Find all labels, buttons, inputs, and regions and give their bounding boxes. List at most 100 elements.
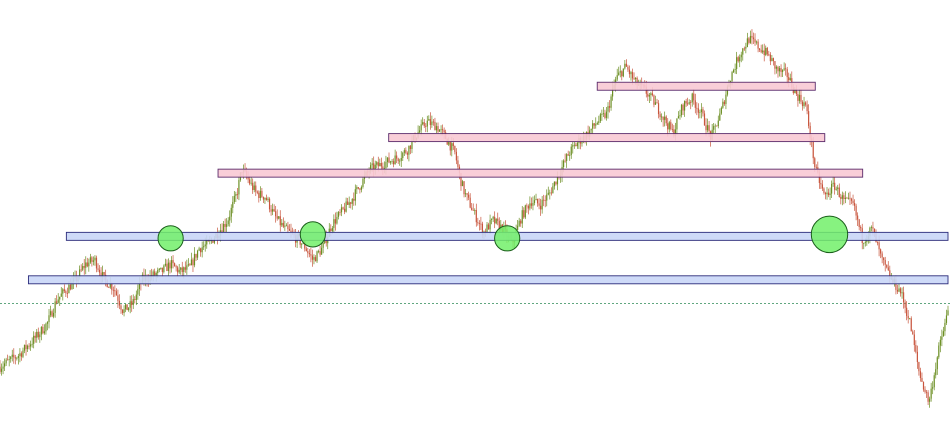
candle-body <box>590 128 592 131</box>
candle-body <box>137 289 139 295</box>
candle-body <box>114 289 116 292</box>
candle-body <box>596 122 598 125</box>
candle-body <box>526 205 528 207</box>
candle-body <box>697 108 699 113</box>
candle-body <box>780 68 782 73</box>
candle-body <box>731 72 733 81</box>
candle-body <box>829 193 831 195</box>
candle-body <box>181 267 183 272</box>
candle-body <box>353 198 355 201</box>
candle-body <box>354 189 356 201</box>
candle-body <box>670 122 672 130</box>
candle-body <box>190 259 193 266</box>
candle-body <box>610 96 612 108</box>
candle-body <box>924 389 926 392</box>
candle-body <box>781 69 784 73</box>
candle-body <box>287 225 289 229</box>
candle-body <box>411 140 413 150</box>
candle-body <box>621 71 623 77</box>
candle-body <box>766 47 768 55</box>
candle-body <box>189 264 191 266</box>
candle-body <box>314 257 317 262</box>
candle-body <box>553 181 556 187</box>
candle-body <box>687 103 689 105</box>
candle-body <box>313 257 315 260</box>
candle-body <box>336 216 338 224</box>
candle-body <box>187 264 189 266</box>
candle-body <box>944 322 946 332</box>
candle-body <box>688 102 690 104</box>
candle-body <box>466 193 468 195</box>
candle-body <box>115 291 117 296</box>
candle-body <box>157 270 159 274</box>
candle-body <box>857 215 859 220</box>
candle-body <box>536 198 539 204</box>
candles-layer <box>0 29 949 408</box>
candle-body <box>399 160 401 162</box>
candle-body <box>624 63 626 69</box>
candle-body <box>457 160 459 167</box>
candle-body <box>428 119 430 121</box>
candle-body <box>134 299 136 300</box>
candle-body <box>524 205 526 218</box>
candle-body <box>451 143 453 151</box>
candle-body <box>278 216 280 219</box>
candle-body <box>37 331 39 338</box>
candle-body <box>765 47 767 55</box>
candle-body <box>200 248 202 253</box>
candle-body <box>288 228 291 231</box>
candle-body <box>618 72 620 76</box>
candle-body <box>860 227 862 229</box>
candle-body <box>59 296 61 300</box>
candle-body <box>261 190 263 197</box>
candle-body <box>599 114 601 122</box>
candle-body <box>39 334 41 338</box>
candle-body <box>572 145 574 147</box>
candle-body <box>604 113 606 118</box>
candle-body <box>544 200 546 202</box>
candle-body <box>419 130 421 133</box>
candle-body <box>706 125 709 131</box>
candle-body <box>374 164 376 171</box>
candle-body <box>608 106 611 108</box>
candle-body <box>616 75 618 80</box>
candle-body <box>530 203 533 206</box>
candle-body <box>549 192 551 194</box>
candle-body <box>392 161 395 165</box>
candle-body <box>834 182 836 190</box>
candle-body <box>304 241 306 249</box>
candle-body <box>785 68 787 70</box>
candle-body <box>769 54 771 62</box>
candle-body <box>258 192 260 199</box>
candle-body <box>464 193 467 195</box>
candle-body <box>682 104 684 111</box>
candle-body <box>350 202 352 204</box>
candle-body <box>316 251 318 262</box>
candle-body <box>112 289 114 291</box>
zones-layer <box>27 81 949 285</box>
candle-body <box>195 253 197 258</box>
candle-body <box>57 299 59 303</box>
candle-body <box>619 71 621 73</box>
candle-body <box>63 289 65 292</box>
candle-body <box>841 195 843 199</box>
candle-body <box>345 201 347 212</box>
candle-body <box>543 199 545 201</box>
candle-body <box>713 126 715 130</box>
candle-body <box>307 251 309 254</box>
candle-body <box>62 289 64 294</box>
candle-body <box>272 209 274 212</box>
candle-body <box>440 129 442 131</box>
candle-body <box>858 219 860 228</box>
candle-body <box>933 375 935 388</box>
candle-body <box>873 228 876 233</box>
candle-body <box>518 220 520 226</box>
candle-body <box>0 366 1 372</box>
candle-body <box>25 344 27 350</box>
candle-body <box>255 185 257 192</box>
candle-body <box>725 94 727 105</box>
candle-body <box>622 68 624 77</box>
candle-body <box>743 48 745 50</box>
candle-body <box>846 197 848 199</box>
candle-body <box>28 345 30 347</box>
